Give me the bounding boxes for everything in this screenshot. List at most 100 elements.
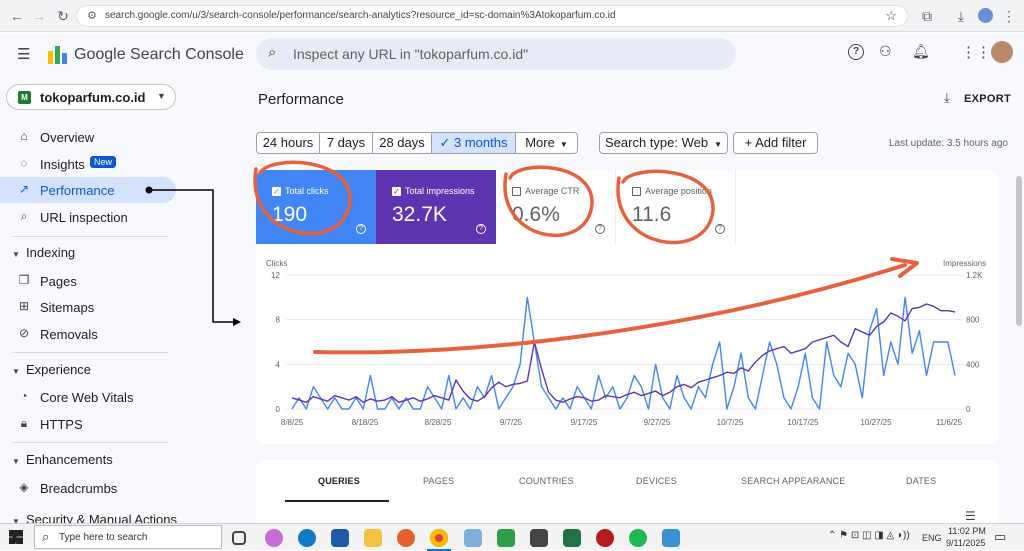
range-28-days[interactable]: 28 days [372, 132, 432, 154]
clock-date[interactable]: 9/11/2025 [946, 538, 986, 548]
section-heading: Security & Manual Actions [26, 512, 178, 523]
cloud-app-icon[interactable] [497, 529, 515, 547]
taskbar-search-placeholder: Type here to search [59, 532, 148, 543]
tab-queries[interactable]: QUERIES [318, 476, 360, 486]
sidebar-item-insights[interactable]: ◌ Insights New [0, 151, 176, 177]
page-title: Performance [258, 91, 344, 108]
section-enhancements[interactable]: ▼ Enhancements [12, 452, 113, 467]
excel-icon[interactable] [563, 529, 581, 547]
x-tick-label: 9/27/25 [644, 418, 671, 427]
reload-icon[interactable]: ↻ [57, 8, 69, 24]
tab-countries[interactable]: COUNTRIES [519, 476, 574, 486]
metric-card-clicks[interactable]: ✓ Total clicks 190 ? [256, 170, 376, 244]
tab-devices[interactable]: DEVICES [636, 476, 677, 486]
checkbox-checked-icon[interactable]: ✓ [392, 187, 401, 196]
copilot-icon[interactable] [265, 529, 283, 547]
clapper-app-icon[interactable] [530, 529, 548, 547]
tab-search-appearance[interactable]: SEARCH APPEARANCE [741, 476, 846, 486]
tab-pages[interactable]: PAGES [423, 476, 455, 486]
checkbox-unchecked-icon[interactable] [512, 187, 521, 196]
input-language[interactable]: ENG [922, 533, 942, 543]
metric-card-impressions[interactable]: ✓ Total impressions 32.7K ? [376, 170, 496, 244]
back-icon[interactable]: ← [10, 8, 24, 24]
metric-card-position[interactable]: Average position 11.6 ? [616, 170, 736, 244]
right-tick-label: 800 [966, 316, 980, 325]
profile-avatar[interactable] [978, 8, 993, 23]
help-icon[interactable]: ? [595, 224, 605, 234]
file-explorer-icon[interactable] [364, 529, 382, 547]
property-selector[interactable]: M tokoparfum.co.id ▼ [6, 84, 176, 110]
system-tray-icons[interactable]: ⌃ ⚑ ⊡ ◫ ◨ ◬ ◗)) [828, 530, 910, 541]
edge-browser-icon[interactable] [298, 529, 316, 547]
section-experience[interactable]: ▼ Experience [12, 362, 91, 377]
section-indexing[interactable]: ▼ Indexing [12, 245, 75, 260]
range-24-hours[interactable]: 24 hours [256, 132, 320, 154]
notification-center-icon[interactable]: ▭ [994, 529, 1007, 544]
windows-start-icon[interactable] [9, 530, 23, 544]
help-icon[interactable]: ? [848, 44, 864, 60]
browser-menu-icon[interactable]: ⋮ [1002, 8, 1016, 24]
more-dropdown[interactable]: More ▼ [515, 132, 578, 154]
sidebar-item-breadcrumbs[interactable]: ◈ Breadcrumbs [0, 475, 176, 501]
forward-icon[interactable]: → [32, 8, 46, 24]
help-icon[interactable]: ? [356, 224, 366, 234]
sidebar-item-url-inspection[interactable]: ⌕ URL inspection [0, 204, 176, 230]
section-heading: Indexing [26, 245, 76, 260]
users-settings-icon[interactable]: ⚇ [879, 43, 892, 59]
taskbar-search-box[interactable]: ⌕ Type here to search [34, 525, 222, 549]
sidebar-item-overview[interactable]: ⌂ Overview [0, 124, 176, 150]
sidebar-item-sitemaps[interactable]: ⊞ Sitemaps [0, 294, 176, 320]
lock-icon: 🔒︎ [20, 416, 28, 430]
url-inspection-search[interactable]: ⌕ Inspect any URL in "tokoparfum.co.id" [256, 38, 736, 70]
snipping-tool-icon[interactable] [464, 529, 482, 547]
sidebar-item-performance[interactable]: ↗ Performance [0, 177, 176, 203]
divider [12, 352, 168, 353]
download-icon: ⤓ [944, 90, 950, 105]
search-type-dropdown[interactable]: Search type: Web ▼ [599, 132, 728, 154]
bookmark-star-icon[interactable]: ☆ [885, 8, 897, 23]
sidebar-item-label: Sitemaps [40, 300, 95, 315]
property-name: tokoparfum.co.id [40, 90, 146, 105]
range-7-days[interactable]: 7 days [319, 132, 373, 154]
right-tick-label: 400 [966, 360, 980, 369]
add-filter-button[interactable]: + Add filter [733, 132, 818, 154]
section-security[interactable]: ▼ Security & Manual Actions [12, 512, 177, 523]
spotify-icon[interactable] [629, 529, 647, 547]
site-info-icon[interactable]: ⚙ [87, 10, 97, 22]
search-icon: ⌕ [20, 209, 28, 223]
hamburger-menu-icon[interactable]: ☰ [17, 46, 31, 63]
download-icon[interactable]: ⤓ [957, 8, 965, 24]
task-view-icon[interactable] [232, 531, 246, 545]
help-icon[interactable]: ? [476, 224, 486, 234]
sidebar-item-https[interactable]: 🔒︎ HTTPS [0, 411, 176, 437]
check-icon: ✓ [439, 135, 455, 150]
checkbox-checked-icon[interactable]: ✓ [272, 187, 281, 196]
filter-rows-icon[interactable]: ☰ [965, 509, 976, 523]
sidebar-item-pages[interactable]: ❐ Pages [0, 268, 176, 294]
x-tick-label: 10/17/25 [787, 418, 819, 427]
firefox-icon[interactable] [397, 529, 415, 547]
range-3-months[interactable]: ✓ 3 months [431, 132, 516, 154]
remote-desktop-icon[interactable] [662, 529, 680, 547]
help-icon[interactable]: ? [715, 224, 725, 234]
tab-dates[interactable]: DATES [906, 476, 937, 486]
address-bar[interactable]: ⚙ search.google.com/u/3/search-console/p… [76, 5, 908, 27]
notifications-bell-icon[interactable]: 🔔︎ [912, 43, 930, 59]
property-favicon-icon: M [18, 91, 31, 104]
sidebar-item-removals[interactable]: ⊘ Removals [0, 321, 176, 347]
extensions-icon[interactable]: ⧉ [922, 8, 932, 24]
metric-card-ctr[interactable]: Average CTR 0.6% ? [496, 170, 616, 244]
checkbox-unchecked-icon[interactable] [632, 187, 641, 196]
chrome-icon[interactable] [430, 529, 448, 547]
metric-label: Total clicks [285, 186, 329, 196]
caret-down-icon: ▼ [714, 140, 722, 149]
page-scrollbar[interactable] [1016, 176, 1022, 326]
store-icon[interactable] [331, 529, 349, 547]
clock-time[interactable]: 11:02 PM [948, 526, 986, 536]
sidebar-item-core-web-vitals[interactable]: ◔ Core Web Vitals [0, 384, 176, 410]
media-app-icon[interactable] [596, 529, 614, 547]
new-badge: New [90, 156, 117, 168]
search-icon: ⌕ [42, 529, 50, 544]
apps-grid-icon[interactable]: ⋮⋮ [961, 44, 991, 61]
account-avatar[interactable] [991, 41, 1013, 63]
